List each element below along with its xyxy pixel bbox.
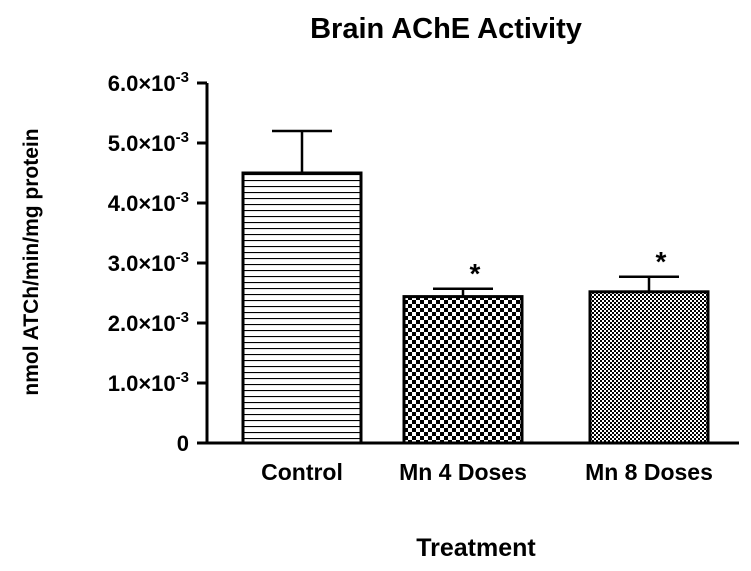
y-tick-label: 6.0×10-3 [108, 69, 189, 96]
bar-mn-4-doses [402, 295, 524, 445]
y-tick-label: 5.0×10-3 [108, 129, 189, 156]
significance-marker: * [470, 258, 481, 289]
y-tick-label: 2.0×10-3 [108, 309, 189, 336]
y-tick-label: 1.0×10-3 [108, 369, 189, 396]
y-axis-label: nmol ATCh/min/mg protein [20, 128, 43, 395]
x-axis-label: Treatment [416, 534, 536, 562]
x-tick-label: Mn 4 Doses [399, 459, 527, 485]
y-tick-label: 4.0×10-3 [108, 189, 189, 216]
chart-title: Brain AChE Activity [310, 13, 582, 45]
x-tick-label: Mn 8 Doses [585, 459, 713, 485]
significance-marker: * [656, 246, 667, 277]
x-tick-label: Control [261, 459, 343, 485]
plot-area: 0 1.0×10-3 2.0×10-3 3.0×10-3 4.0×10-3 5.0×10-… [108, 69, 739, 485]
bar-control [241, 171, 363, 445]
y-tick-label: 0 [177, 431, 189, 456]
y-tick-label: 3.0×10-3 [108, 249, 189, 276]
bar-mn-8-doses [588, 290, 710, 445]
